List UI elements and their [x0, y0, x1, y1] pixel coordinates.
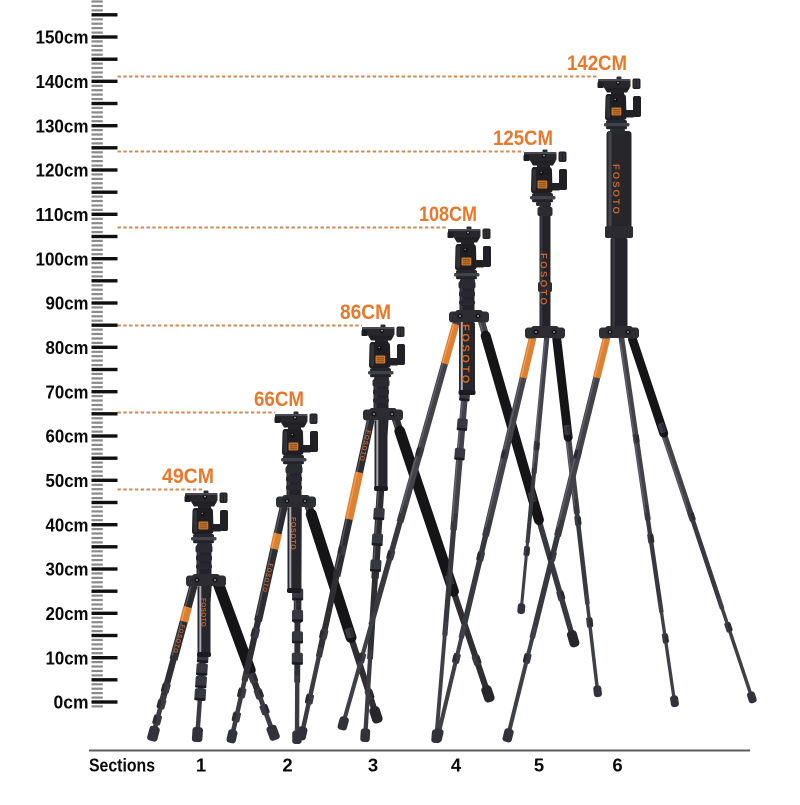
svg-text:80cm: 80cm	[46, 337, 89, 358]
svg-text:4: 4	[451, 755, 462, 776]
svg-text:30cm: 30cm	[46, 559, 89, 580]
svg-text:150cm: 150cm	[36, 27, 89, 48]
svg-text:108CM: 108CM	[419, 202, 477, 226]
svg-text:70cm: 70cm	[46, 381, 89, 402]
svg-text:60cm: 60cm	[46, 426, 89, 447]
svg-text:3: 3	[368, 755, 378, 776]
svg-text:49CM: 49CM	[162, 464, 214, 488]
svg-text:140cm: 140cm	[36, 71, 89, 92]
svg-text:90cm: 90cm	[46, 293, 89, 314]
svg-text:50cm: 50cm	[46, 470, 89, 491]
svg-text:125CM: 125CM	[493, 126, 553, 150]
svg-text:110cm: 110cm	[36, 204, 89, 225]
svg-text:5: 5	[534, 755, 544, 776]
svg-text:142CM: 142CM	[567, 51, 627, 75]
svg-text:0cm: 0cm	[54, 692, 89, 713]
svg-text:FOSOTO: FOSOTO	[459, 324, 471, 386]
svg-text:86CM: 86CM	[340, 300, 391, 324]
svg-text:FOSOTO: FOSOTO	[538, 253, 549, 307]
svg-text:6: 6	[612, 755, 622, 776]
svg-text:100cm: 100cm	[36, 248, 89, 269]
svg-text:10cm: 10cm	[46, 647, 89, 668]
svg-text:FOSOTO: FOSOTO	[610, 164, 621, 216]
svg-text:40cm: 40cm	[46, 514, 89, 535]
svg-text:FOSOTO: FOSOTO	[200, 598, 207, 627]
svg-text:2: 2	[282, 755, 292, 776]
svg-text:120cm: 120cm	[36, 160, 89, 181]
svg-text:1: 1	[196, 755, 206, 776]
svg-text:20cm: 20cm	[46, 603, 89, 624]
svg-text:Sections: Sections	[89, 755, 155, 776]
svg-text:FOSOTO: FOSOTO	[289, 517, 296, 550]
svg-text:130cm: 130cm	[36, 115, 89, 136]
svg-text:FOSOTO: FOSOTO	[358, 429, 372, 462]
svg-text:66CM: 66CM	[254, 387, 304, 411]
